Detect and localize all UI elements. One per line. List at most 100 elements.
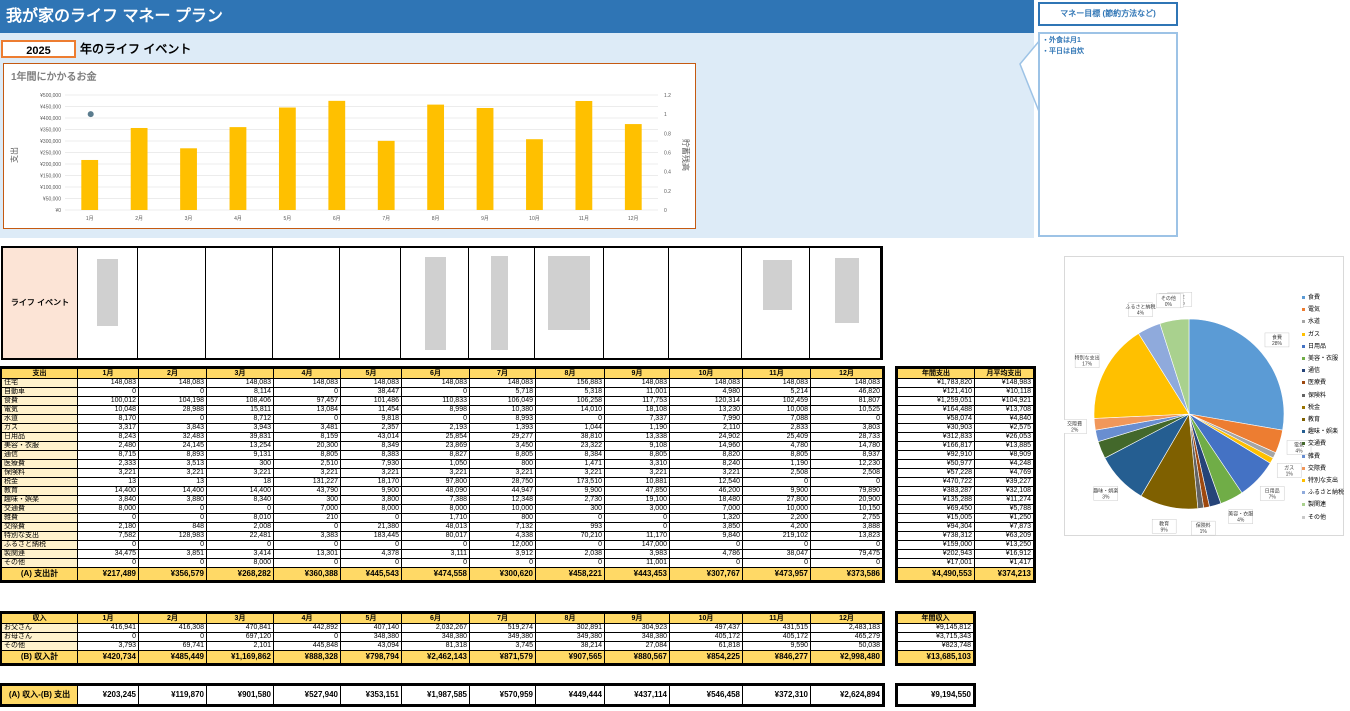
table-cell: 3,221: [77, 468, 139, 478]
table-cell: 0: [273, 522, 341, 532]
table-cell: 0: [77, 558, 139, 568]
life-event-cell-9[interactable]: [604, 248, 669, 358]
table-cell: 8,010: [206, 513, 274, 523]
life-event-cell-10[interactable]: [669, 248, 742, 358]
row-label: ガス: [1, 423, 78, 433]
legend-label: 税金: [1308, 404, 1321, 411]
table-cell: 0: [206, 540, 274, 550]
table-cell: 8,712: [206, 414, 274, 424]
table-row: 水道 8,170 0 8,712 0 9,818 0 8,993 0 7,337 7,990 7,08…: [1, 414, 883, 424]
table-cell: 4,780: [742, 441, 811, 451]
table-cell: 13,230: [669, 405, 743, 415]
pie-slice-15[interactable]: [1093, 333, 1190, 419]
table-cell: 19,100: [604, 495, 670, 505]
life-event-cell-7[interactable]: [469, 248, 535, 358]
legend-swatch: [1302, 369, 1305, 373]
bar-6[interactable]: [328, 100, 346, 210]
event-image-placeholder[interactable]: [763, 260, 792, 310]
bar-3[interactable]: [180, 148, 197, 210]
annual-cell: ¥15,005: [897, 513, 975, 523]
event-image-placeholder[interactable]: [491, 256, 508, 350]
money-goal-box[interactable]: [1038, 32, 1178, 237]
life-event-cell-8[interactable]: [535, 248, 604, 358]
table-cell: 10,008: [742, 405, 811, 415]
life-event-cell-3[interactable]: [206, 248, 273, 358]
year-input[interactable]: 2025: [1, 40, 76, 58]
balance-cell: ¥901,580: [206, 685, 274, 705]
row-label: その他: [1, 641, 78, 651]
row-label: 電気: [1, 405, 78, 415]
column-header: 8月: [535, 368, 605, 379]
life-event-cell-6[interactable]: [401, 248, 469, 358]
legend-swatch: [1302, 478, 1305, 482]
legend-swatch: [1302, 454, 1305, 458]
table-cell: 47,850: [604, 486, 670, 496]
total-cell: ¥420,734: [77, 650, 139, 664]
bar-11[interactable]: [575, 100, 593, 210]
table-cell: 800: [469, 459, 536, 469]
table-cell: 183,445: [340, 531, 402, 541]
pie-slice-17[interactable]: [1159, 318, 1190, 415]
bar-9[interactable]: [476, 108, 494, 210]
pie-label-box: [1191, 520, 1216, 536]
column-header: 10月: [669, 613, 743, 624]
column-header: 9月: [604, 613, 670, 624]
table-cell: 10,525: [810, 405, 883, 415]
annual-cell: ¥92,910: [897, 450, 975, 460]
event-image-placeholder[interactable]: [97, 259, 118, 326]
column-header: 年間支出: [897, 368, 975, 379]
life-event-cell-4[interactable]: [273, 248, 340, 358]
annual-cell: ¥30,903: [897, 423, 975, 433]
bar-8[interactable]: [427, 104, 445, 210]
pie-label-box: [1074, 353, 1100, 368]
table-cell: 3,800: [340, 495, 402, 505]
life-event-cell-11[interactable]: [742, 248, 810, 358]
table-row: ¥30,903 ¥2,575: [897, 423, 1034, 433]
table-cell: 14,400: [77, 486, 139, 496]
bar-5[interactable]: [278, 107, 296, 210]
bar-10[interactable]: [526, 139, 543, 210]
column-header: 2月: [138, 368, 207, 379]
life-event-cell-1[interactable]: [77, 248, 138, 358]
bar-12[interactable]: [624, 124, 642, 210]
life-event-cell-5[interactable]: [340, 248, 401, 358]
life-event-cell-12[interactable]: [810, 248, 881, 358]
table-cell: 3,840: [77, 495, 139, 505]
table-cell: 128,983: [138, 531, 207, 541]
life-event-cell-2[interactable]: [138, 248, 206, 358]
pie-label-box: [1128, 302, 1153, 317]
column-header: 5月: [340, 368, 402, 379]
table-cell: 0: [810, 477, 883, 487]
table-cell: 8,820: [669, 450, 743, 460]
annual-cell: ¥121,410: [897, 387, 975, 397]
savings-point[interactable]: [87, 111, 94, 118]
table-cell: 9,818: [340, 414, 402, 424]
table-cell: 148,083: [604, 378, 670, 388]
column-header: 9月: [604, 368, 670, 379]
column-header: 2月: [138, 613, 207, 624]
table-cell: 81,318: [401, 641, 470, 651]
event-image-placeholder[interactable]: [425, 257, 446, 350]
event-image-placeholder[interactable]: [548, 256, 590, 330]
summary-header-row: 年間収入: [897, 613, 974, 624]
x-tick-label: 9月: [481, 216, 489, 222]
table-cell: 10,881: [604, 477, 670, 487]
column-header: 年間収入: [897, 613, 974, 624]
table-row: その他 3,793 69,741 2,101 445,848 43,094 81,318 3,…: [1, 641, 883, 651]
legend-label: 交際費: [1308, 465, 1327, 472]
bar-4[interactable]: [229, 127, 247, 210]
pie-legend-item: 交通費: [1302, 441, 1326, 447]
event-image-placeholder[interactable]: [835, 258, 859, 323]
table-cell: 8,159: [273, 432, 341, 442]
pie-legend-item: 税金: [1302, 405, 1320, 411]
bar-1[interactable]: [81, 159, 99, 210]
table-cell: 148,083: [401, 378, 470, 388]
bar-2[interactable]: [130, 127, 148, 210]
row-label: お母さん: [1, 632, 78, 642]
table-cell: 13,084: [273, 405, 341, 415]
pie-slice-0[interactable]: [1188, 318, 1285, 431]
table-cell: 148,083: [77, 378, 139, 388]
bar-7[interactable]: [377, 140, 395, 210]
total-cell: ¥300,620: [469, 567, 536, 581]
total-cell: ¥473,957: [742, 567, 811, 581]
